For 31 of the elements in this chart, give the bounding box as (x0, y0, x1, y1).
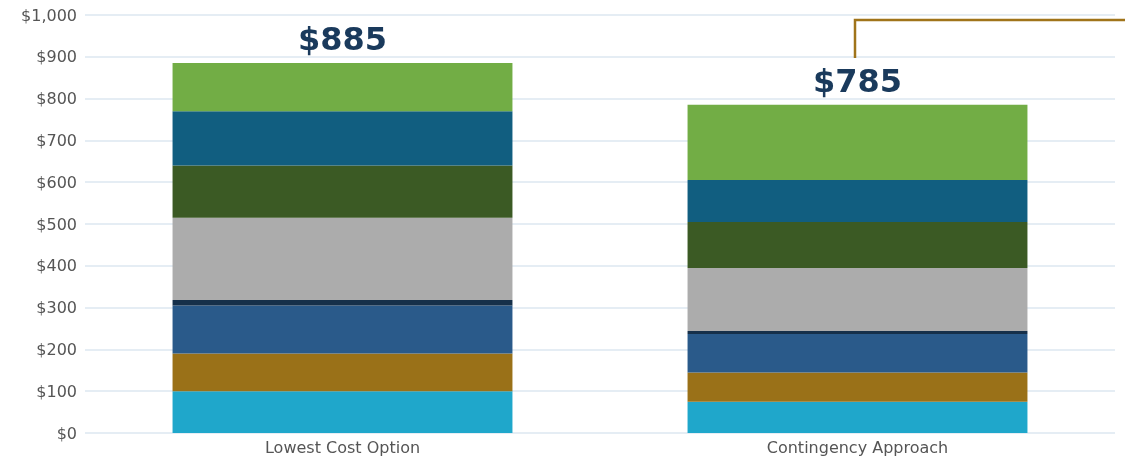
y-tick-label: $400 (36, 256, 77, 276)
y-tick-label: $900 (36, 47, 77, 67)
bar (172, 165, 513, 218)
total-label: $785 (812, 61, 903, 100)
y-tick-label: $800 (36, 89, 77, 109)
bar (172, 111, 513, 166)
total-label: $885 (297, 20, 388, 59)
bar (172, 353, 513, 392)
bar (172, 391, 513, 433)
bar (687, 267, 1028, 332)
bar (172, 217, 513, 301)
y-tick-label: $100 (36, 381, 77, 401)
y-tick-label: $0 (56, 423, 77, 443)
y-tick-label: $300 (36, 298, 77, 318)
bar (687, 372, 1028, 402)
bar (687, 401, 1028, 433)
y-tick-label: $200 (36, 339, 77, 359)
bar (687, 180, 1028, 222)
x-tick-label: Contingency Approach (766, 437, 949, 457)
y-tick-label: $500 (36, 214, 77, 234)
y-tick-label: $700 (36, 130, 77, 150)
bar (687, 221, 1028, 268)
bar (172, 63, 513, 112)
y-tick-label: $600 (36, 172, 77, 192)
x-tick-label: Lowest Cost Option (264, 437, 421, 457)
bar (687, 104, 1028, 181)
bar (172, 300, 513, 306)
bar (687, 333, 1028, 373)
bar (172, 305, 513, 354)
bar (687, 331, 1028, 334)
y-tick-label: $1,000 (21, 5, 77, 25)
